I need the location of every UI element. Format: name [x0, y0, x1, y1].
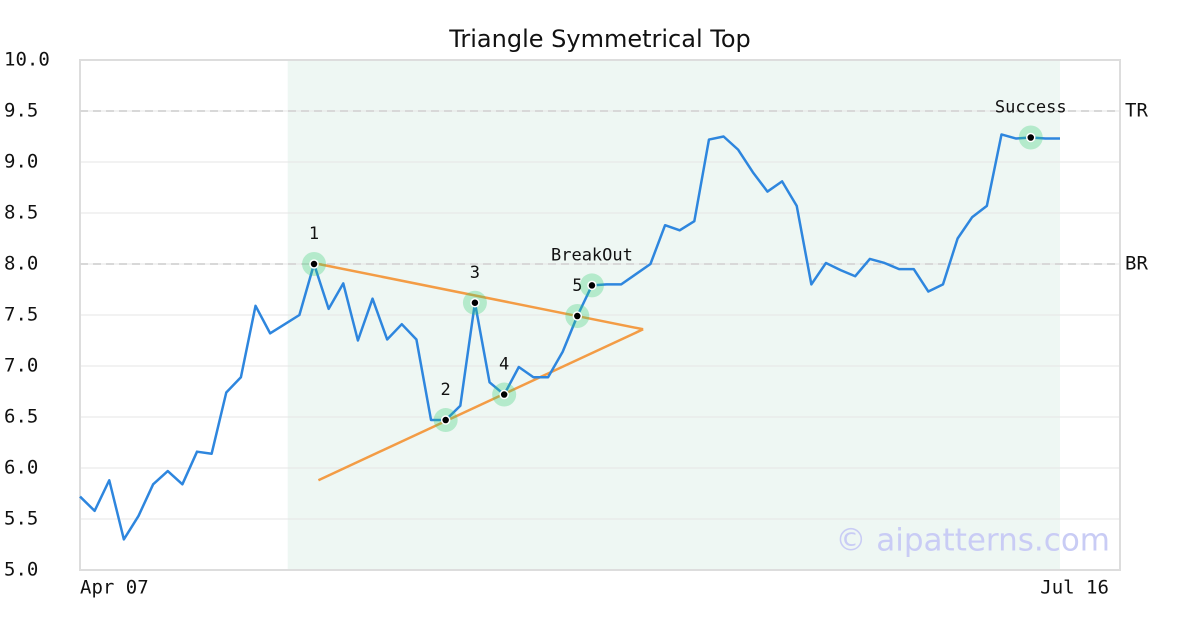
- reference-label: TR: [1125, 100, 1148, 122]
- x-tick-label: Apr 07: [80, 577, 149, 599]
- y-tick-label: 6.0: [4, 457, 38, 479]
- y-tick-label: 8.5: [4, 202, 38, 224]
- reference-label: BR: [1125, 253, 1148, 275]
- marker-label: 1: [309, 224, 319, 244]
- trendline: [318, 262, 644, 331]
- y-tick-label: 6.5: [4, 406, 38, 428]
- marker-label: BreakOut: [551, 245, 633, 265]
- y-tick-label: 8.0: [4, 253, 38, 275]
- price-line: [79, 133, 1060, 541]
- marker-label: 5: [572, 276, 582, 296]
- marker-label: Success: [995, 98, 1067, 118]
- trendline: [317, 328, 644, 482]
- marker-label: 4: [499, 355, 509, 375]
- watermark: © aipatterns.com: [835, 523, 1110, 559]
- marker-dot: [572, 311, 583, 321]
- marker-dot: [499, 389, 509, 400]
- y-tick-label: 5.0: [4, 559, 38, 581]
- marker-dot: [1025, 132, 1036, 143]
- marker-dot: [470, 298, 480, 308]
- y-tick-label: 7.5: [4, 304, 38, 326]
- y-tick-label: 7.0: [4, 355, 38, 377]
- y-tick-label: 9.0: [4, 151, 38, 173]
- marker-dot: [309, 259, 319, 269]
- marker-label: 2: [441, 380, 451, 400]
- marker-label: 3: [470, 263, 480, 283]
- y-tick-label: 10.0: [4, 49, 50, 71]
- marker-dot: [587, 280, 597, 291]
- y-tick-label: 5.5: [4, 508, 38, 530]
- plot-border: [79, 59, 1121, 571]
- x-tick-label: Jul 16: [1040, 577, 1109, 599]
- marker-dot: [440, 415, 451, 425]
- y-tick-label: 9.5: [4, 100, 38, 122]
- chart-title: Triangle Symmetrical Top: [448, 25, 751, 53]
